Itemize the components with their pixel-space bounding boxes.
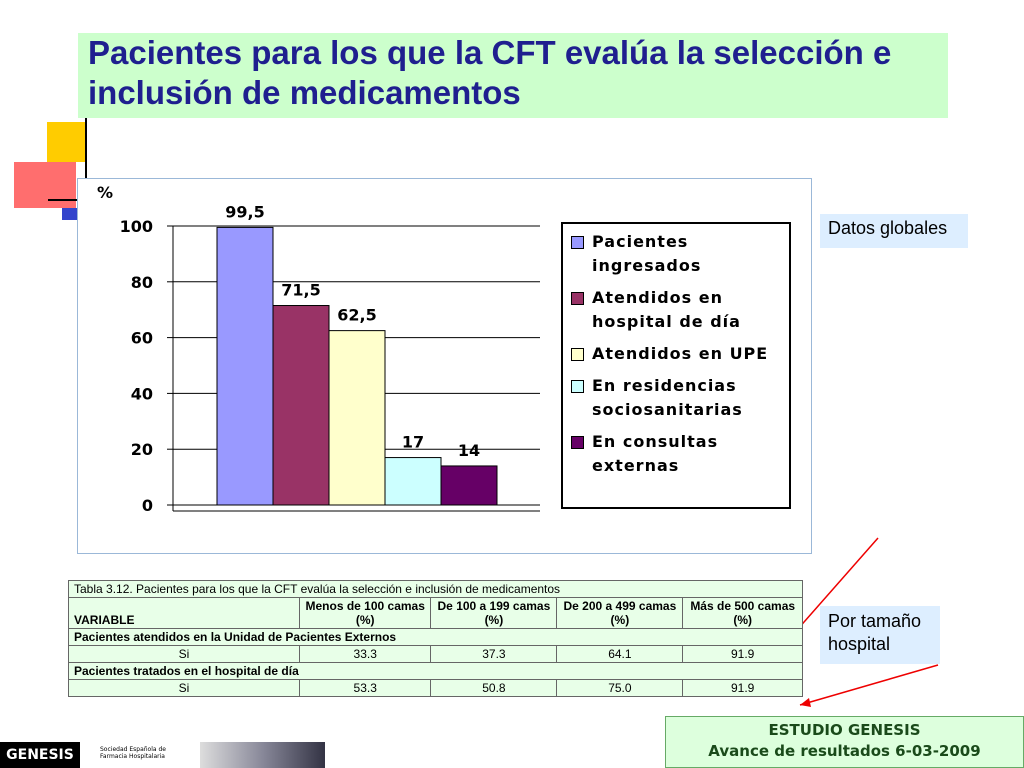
table-row: Si 33.3 37.3 64.1 91.9 xyxy=(68,645,803,663)
table-cell: Si xyxy=(68,645,300,663)
callout: Por tamaño hospital xyxy=(820,606,940,664)
footer-line: Avance de resultados 6-03-2009 xyxy=(708,742,981,760)
table-cell: 75.0 xyxy=(556,679,684,697)
table-cell: 50.8 xyxy=(430,679,558,697)
legend-swatch xyxy=(571,380,584,393)
footer: ESTUDIO GENESIS Avance de resultados 6-03… xyxy=(665,716,1024,768)
data-label: 14 xyxy=(458,441,480,460)
bar xyxy=(216,226,274,506)
legend-swatch xyxy=(571,436,584,449)
y-tick-label: 80 xyxy=(131,273,153,292)
table-row: Si 53.3 50.8 75.0 91.9 xyxy=(68,679,803,697)
legend: Pacientes ingresados Atendidos en hospita… xyxy=(561,222,791,509)
bar xyxy=(328,330,386,506)
header-cell: De 100 a 199 camas (%) xyxy=(430,597,558,629)
data-label: 71,5 xyxy=(281,281,320,300)
legend-item: En consultas externas xyxy=(569,430,785,478)
bar xyxy=(272,305,330,506)
table-cell: 33.3 xyxy=(298,645,432,663)
legend-item: Atendidos en UPE xyxy=(569,342,785,366)
y-tick-label: 20 xyxy=(131,440,153,459)
y-tick-label: 0 xyxy=(142,496,153,515)
table-header: VARIABLE Menos de 100 camas (%) De 100 a 1… xyxy=(68,597,803,629)
decor-square xyxy=(47,122,87,162)
callout: Datos globales xyxy=(820,214,968,248)
table-cell: 91.9 xyxy=(682,645,803,663)
table: Tabla 3.12. Pacientes para los que la CF… xyxy=(68,580,803,697)
logo-text: Sociedad Española de Farmacia Hospitalar… xyxy=(100,746,166,760)
header-cell: Menos de 100 camas (%) xyxy=(298,597,432,629)
legend-item: En residencias sociosanitarias xyxy=(569,374,785,422)
y-axis-label: % xyxy=(97,183,113,202)
bar xyxy=(440,465,498,506)
title: Pacientes para los que la CFT evalúa la … xyxy=(78,33,948,118)
table-cell: 37.3 xyxy=(430,645,558,663)
table-cell: 91.9 xyxy=(682,679,803,697)
table-row: Pacientes atendidos en la Unidad de Paci… xyxy=(68,628,803,646)
legend-label: Atendidos en hospital de día xyxy=(592,288,741,331)
arrow-head xyxy=(800,698,811,707)
table-cell: 64.1 xyxy=(556,645,684,663)
logo: GENESIS xyxy=(0,742,80,768)
table-cell: 53.3 xyxy=(298,679,432,697)
bar xyxy=(384,457,442,506)
decor-square xyxy=(14,162,76,208)
chart: % 0 20 40 60 80 100 99,5 71,5 62,5 17 14 xyxy=(77,178,812,554)
decor-square xyxy=(62,208,78,220)
data-label: 99,5 xyxy=(225,202,264,221)
legend-swatch xyxy=(571,348,584,361)
y-tick-label: 60 xyxy=(131,329,153,348)
arrow xyxy=(799,664,939,706)
data-label: 17 xyxy=(402,433,424,452)
legend-label: Atendidos en UPE xyxy=(592,344,769,363)
legend-item: Atendidos en hospital de día xyxy=(569,286,785,334)
table-cell: Si xyxy=(68,679,300,697)
legend-label: En consultas externas xyxy=(592,432,719,475)
legend-swatch xyxy=(571,292,584,305)
footer-line: ESTUDIO GENESIS xyxy=(768,721,921,739)
table-row: Tabla 3.12. Pacientes para los que la CF… xyxy=(68,580,803,598)
y-tick-label: 100 xyxy=(120,217,153,236)
section-title: Pacientes atendidos en la Unidad de Paci… xyxy=(68,628,803,646)
header-cell: VARIABLE xyxy=(68,597,300,629)
header-cell: Más de 500 camas (%) xyxy=(682,597,803,629)
legend-label: En residencias sociosanitarias xyxy=(592,376,743,419)
legend-label: Pacientes ingresados xyxy=(592,232,702,275)
section-title: Pacientes tratados en el hospital de día xyxy=(68,662,803,680)
logo-image xyxy=(200,742,325,768)
data-label: 62,5 xyxy=(337,306,376,325)
legend-swatch xyxy=(571,236,584,249)
legend-item: Pacientes ingresados xyxy=(569,230,785,278)
table-row: Pacientes tratados en el hospital de día xyxy=(68,662,803,680)
header-cell: De 200 a 499 camas (%) xyxy=(556,597,684,629)
table-caption: Tabla 3.12. Pacientes para los que la CF… xyxy=(68,580,803,598)
y-tick-label: 40 xyxy=(131,384,153,403)
